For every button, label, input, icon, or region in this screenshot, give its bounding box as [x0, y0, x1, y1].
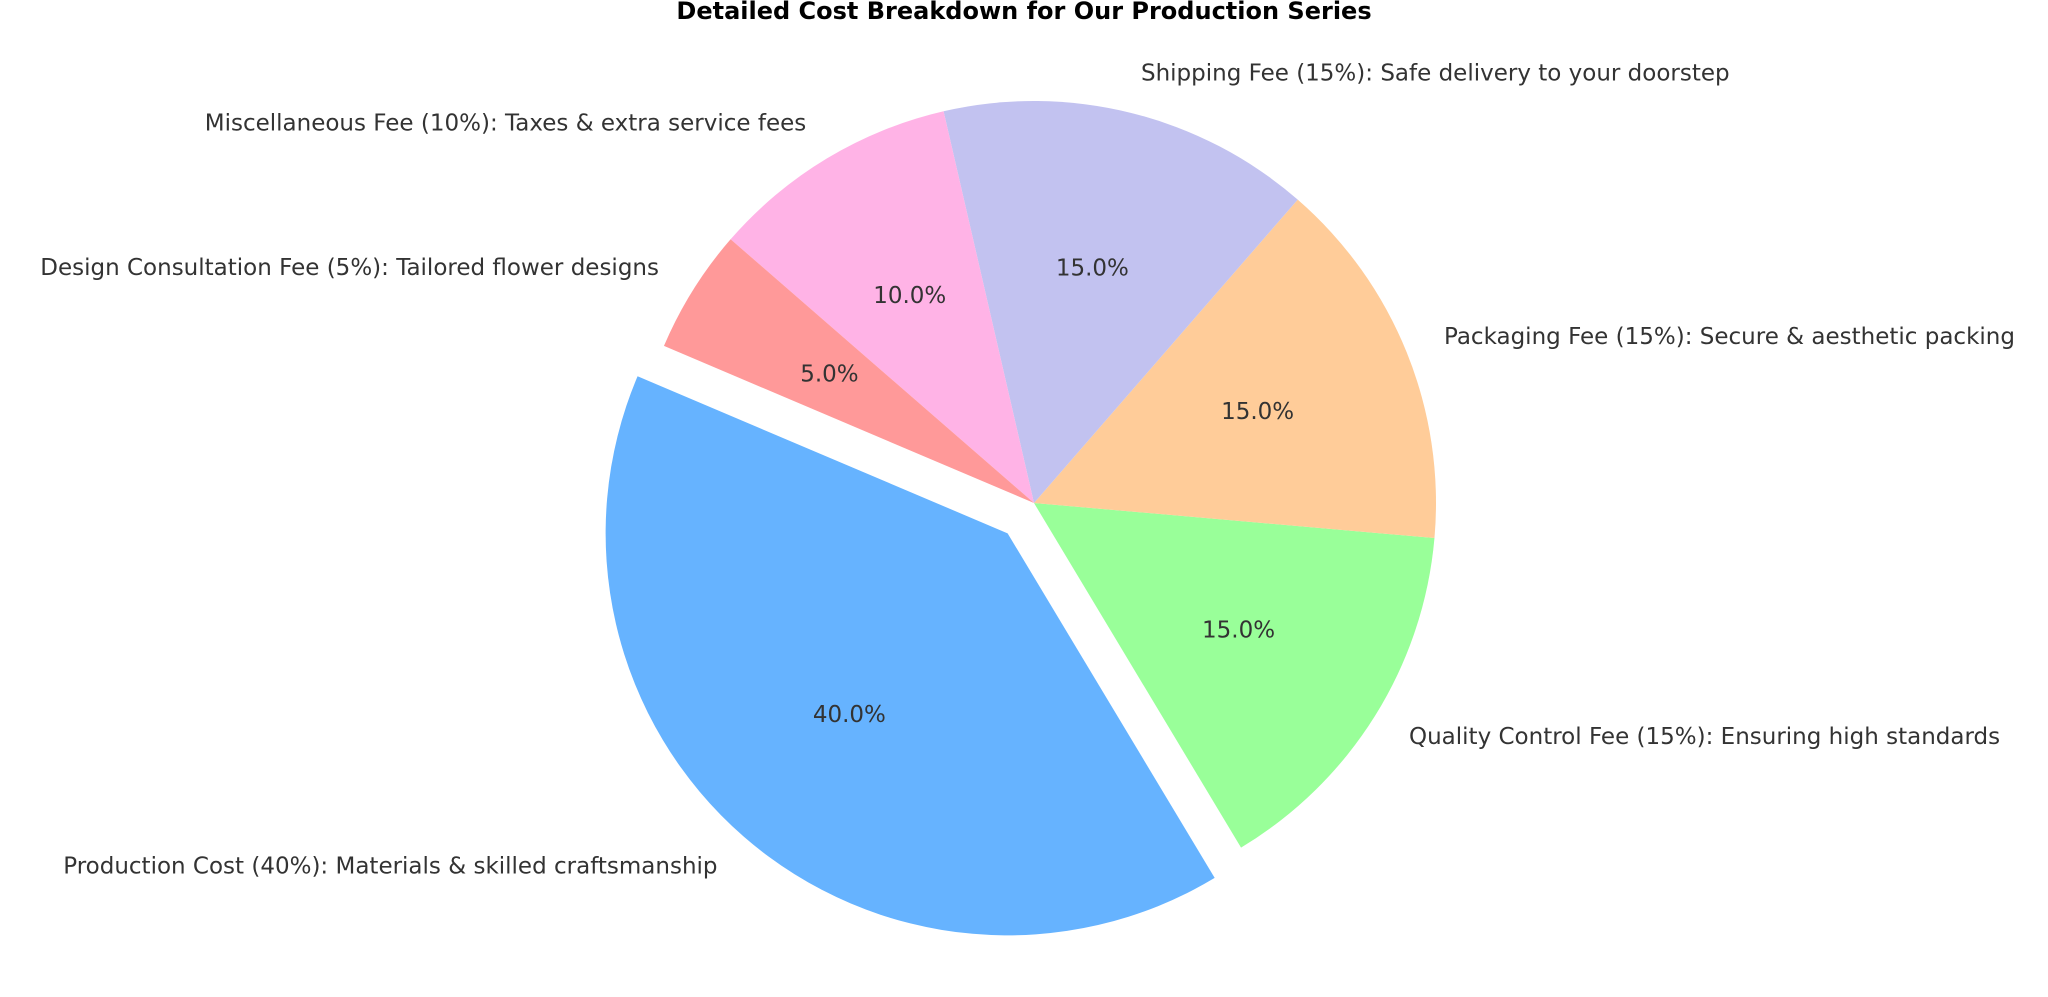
pie-slice: [605, 376, 1215, 936]
pie-slice: [943, 101, 1298, 504]
percent-label: 40.0%: [813, 702, 886, 728]
slice-label: Miscellaneous Fee (10%): Taxes & extra s…: [205, 110, 807, 136]
pie-slice: [1034, 503, 1435, 848]
percent-label: 5.0%: [800, 362, 858, 388]
slice-label: Shipping Fee (15%): Safe delivery to you…: [1141, 60, 1730, 86]
slice-label: Design Consultation Fee (5%): Tailored f…: [40, 255, 659, 281]
pie-slice: [730, 111, 1034, 504]
percent-label: 15.0%: [1221, 399, 1294, 425]
pie-slice: [663, 239, 1034, 503]
slice-label: Packaging Fee (15%): Secure & aesthetic …: [1444, 324, 2015, 350]
slice-label: Production Cost (40%): Materials & skill…: [63, 854, 717, 880]
chart-title: Detailed Cost Breakdown for Our Producti…: [676, 0, 1371, 25]
percent-label: 15.0%: [1202, 617, 1275, 643]
percent-label: 15.0%: [1056, 255, 1129, 281]
percent-label: 10.0%: [873, 283, 946, 309]
slice-label: Quality Control Fee (15%): Ensuring high…: [1409, 724, 2000, 750]
pie-slice: [1034, 199, 1436, 539]
